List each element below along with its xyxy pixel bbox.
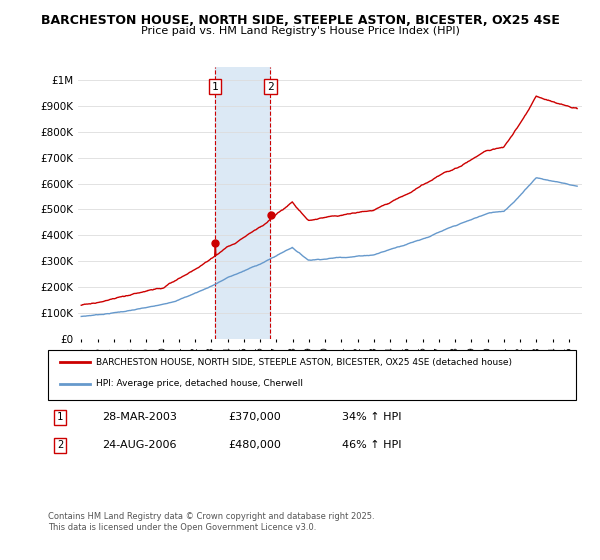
Bar [215, 67, 271, 339]
Text: Price paid vs. HM Land Registry's House Price Index (HPI): Price paid vs. HM Land Registry's House … [140, 26, 460, 36]
Text: 2: 2 [267, 82, 274, 92]
Text: 34% ↑ HPI: 34% ↑ HPI [342, 412, 401, 422]
Text: 2: 2 [57, 440, 63, 450]
Text: BARCHESTON HOUSE, NORTH SIDE, STEEPLE ASTON, BICESTER, OX25 4SE: BARCHESTON HOUSE, NORTH SIDE, STEEPLE AS… [41, 14, 559, 27]
Text: HPI: Average price, detached house, Cherwell: HPI: Average price, detached house, Cher… [96, 379, 303, 388]
Text: BARCHESTON HOUSE, NORTH SIDE, STEEPLE ASTON, BICESTER, OX25 4SE (detached house): BARCHESTON HOUSE, NORTH SIDE, STEEPLE AS… [96, 358, 512, 367]
Text: 1: 1 [212, 82, 218, 92]
Text: 46% ↑ HPI: 46% ↑ HPI [342, 440, 401, 450]
Text: £480,000: £480,000 [228, 440, 281, 450]
Text: 24-AUG-2006: 24-AUG-2006 [102, 440, 176, 450]
Text: 28-MAR-2003: 28-MAR-2003 [102, 412, 177, 422]
Text: Contains HM Land Registry data © Crown copyright and database right 2025.
This d: Contains HM Land Registry data © Crown c… [48, 512, 374, 532]
Text: 1: 1 [57, 412, 63, 422]
Text: £370,000: £370,000 [228, 412, 281, 422]
